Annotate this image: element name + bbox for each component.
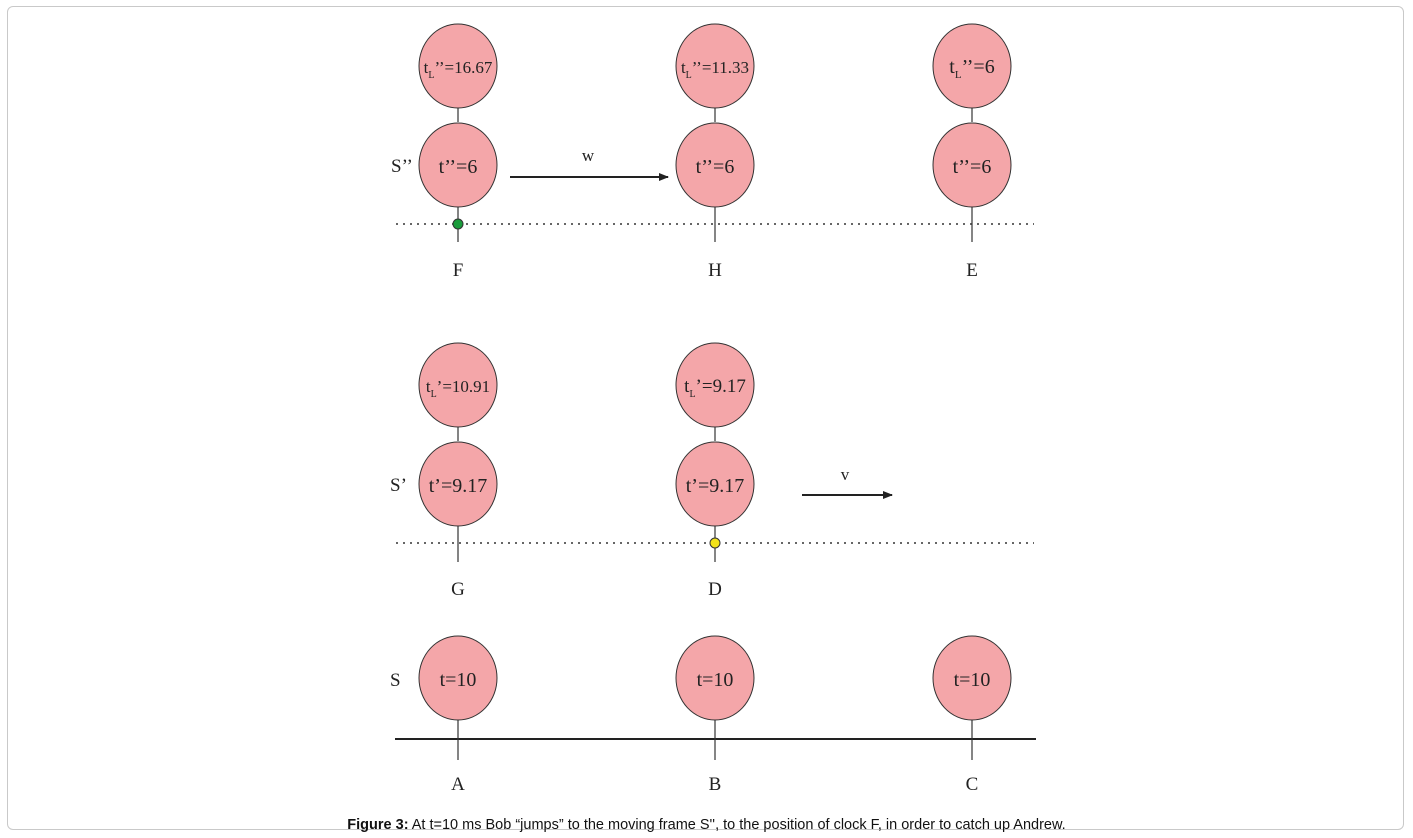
clock-F-bottom-label: t’’=6 <box>439 156 478 178</box>
clock-H: tL’’=11.33 t’’=6 H <box>675 23 755 281</box>
velocity-v-label: v <box>841 465 850 484</box>
caption-text: At t=10 ms Bob “jumps” to the moving fra… <box>408 817 1066 833</box>
frame-label-s-double-prime: S’’ <box>391 156 413 177</box>
clock-D: tL’=9.17 t’=9.17 D <box>675 342 755 600</box>
clock-E-id: E <box>966 260 978 281</box>
bob-position-marker <box>452 218 464 230</box>
clock-E-bottom <box>932 122 1012 208</box>
figure-frame <box>7 6 1404 830</box>
clock-F-bottom <box>418 122 498 208</box>
clock-A-label: t=10 <box>440 669 477 691</box>
clock-C-id: C <box>966 774 979 795</box>
row-s-double-prime: tL’’=16.67 t’’=6 F tL’’=11.33 t’’=6 H tL… <box>391 23 1034 281</box>
clock-G-top <box>418 342 498 428</box>
figure-caption: Figure 3: At t=10 ms Bob “jumps” to the … <box>0 817 1413 833</box>
clock-F-top <box>418 23 498 109</box>
clock-D-id: D <box>708 579 722 600</box>
clock-H-bottom <box>675 122 755 208</box>
clock-D-top <box>675 342 755 428</box>
andrew-position-marker <box>709 537 721 549</box>
clock-H-top <box>675 23 755 109</box>
clock-B-face <box>675 635 755 721</box>
clock-G-bottom-label: t’=9.17 <box>429 475 488 497</box>
clock-H-top-label: tL’’=11.33 <box>681 58 749 81</box>
clock-D-top-label: tL’=9.17 <box>684 376 746 400</box>
clock-D-bottom <box>675 441 755 527</box>
clock-G-top-label: tL’=10.91 <box>426 377 490 400</box>
clock-B-id: B <box>709 774 722 795</box>
clock-A-face <box>418 635 498 721</box>
clock-E: tL’’=6 t’’=6 E <box>932 23 1012 281</box>
clock-B: t=10 B <box>675 635 755 795</box>
clock-G-id: G <box>451 579 465 600</box>
clock-G-bottom <box>418 441 498 527</box>
caption-label: Figure 3: <box>347 817 409 833</box>
clock-E-bottom-label: t’’=6 <box>953 156 992 178</box>
clock-B-label: t=10 <box>697 669 734 691</box>
clock-H-bottom-label: t’’=6 <box>696 156 735 178</box>
clock-A: t=10 A <box>418 635 498 795</box>
frame-label-s-prime: S’ <box>390 475 407 496</box>
clock-F-id: F <box>453 260 464 281</box>
clock-E-top-label: tL’’=6 <box>949 56 994 81</box>
clock-C-label: t=10 <box>954 669 991 691</box>
clock-A-id: A <box>451 774 465 795</box>
clock-C: t=10 C <box>932 635 1012 795</box>
clock-E-top <box>932 23 1012 109</box>
clock-D-bottom-label: t’=9.17 <box>686 475 745 497</box>
clock-C-face <box>932 635 1012 721</box>
clock-F: tL’’=16.67 t’’=6 F <box>418 23 498 281</box>
frame-label-s: S <box>390 670 401 691</box>
clock-H-id: H <box>708 260 722 281</box>
row-s: t=10 A t=10 B t=10 C S <box>390 635 1036 795</box>
row-s-prime: tL’=10.91 t’=9.17 G tL’=9.17 t’=9.17 D S… <box>390 342 1034 600</box>
velocity-w-label: w <box>582 146 595 165</box>
clock-G: tL’=10.91 t’=9.17 G <box>418 342 498 600</box>
clock-F-top-label: tL’’=16.67 <box>424 58 493 81</box>
